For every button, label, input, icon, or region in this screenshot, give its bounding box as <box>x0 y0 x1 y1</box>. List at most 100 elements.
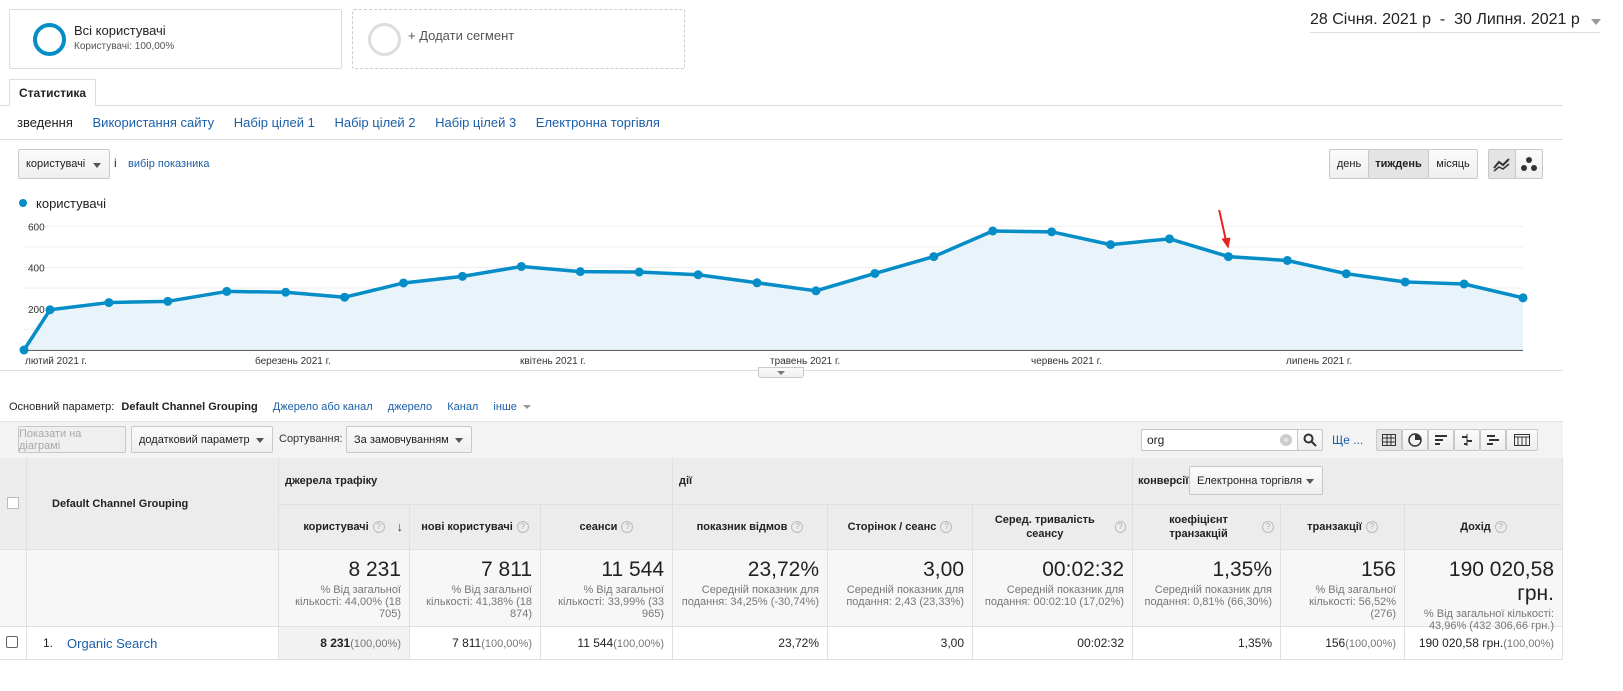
row-dimension-link[interactable]: Organic Search <box>67 636 158 651</box>
help-icon[interactable]: ? <box>1114 521 1126 533</box>
subtab-goal-set-3[interactable]: Набір цілей 3 <box>435 115 517 130</box>
sort-select[interactable]: За замовчуванням <box>346 426 472 453</box>
tab-statistics[interactable]: Статистика <box>9 79 97 106</box>
date-range-picker[interactable]: 28 Січня. 2021 р - 30 Липня. 2021 р <box>1310 9 1601 33</box>
data-point[interactable] <box>163 296 173 306</box>
granularity-day[interactable]: день <box>1329 149 1369 179</box>
col-header-revenue[interactable]: Дохід? <box>1405 505 1563 550</box>
subtab-goal-set-1[interactable]: Набір цілей 1 <box>233 115 315 130</box>
segment-color-circle <box>33 23 66 56</box>
help-icon[interactable]: ? <box>372 521 385 533</box>
subtab-goal-set-2[interactable]: Набір цілей 2 <box>334 115 416 130</box>
subtab-summary[interactable]: зведення <box>17 115 73 130</box>
data-point[interactable] <box>634 267 644 277</box>
data-point[interactable] <box>1518 293 1528 303</box>
help-icon[interactable]: ? <box>940 521 953 533</box>
help-icon[interactable]: ? <box>1262 521 1274 533</box>
metric-select[interactable]: користувачі <box>18 149 110 179</box>
conversion-type-select[interactable]: Електронна торгівля <box>1189 466 1323 495</box>
help-icon[interactable]: ? <box>621 521 634 533</box>
data-point[interactable] <box>870 268 880 278</box>
dim-option-medium[interactable]: Канал <box>447 401 479 413</box>
clear-search-icon[interactable]: × <box>1280 434 1292 446</box>
view-performance[interactable] <box>1428 429 1454 451</box>
view-pivot[interactable] <box>1506 429 1538 451</box>
data-point[interactable] <box>281 287 291 297</box>
total-value: 8 231 <box>348 558 401 581</box>
data-point[interactable] <box>1223 252 1233 262</box>
col-header-bounce-rate[interactable]: показник відмов? <box>673 505 828 550</box>
row-sessions: 11 544(100,00%) <box>541 627 673 660</box>
secondary-dimension-select[interactable]: додатковий параметр <box>131 426 273 453</box>
motion-chart-view-button[interactable] <box>1515 149 1543 179</box>
subtab-site-usage[interactable]: Використання сайту <box>92 115 215 130</box>
view-percentage[interactable] <box>1402 429 1428 451</box>
total-sub: Середній показник для подання: 0,81% (66… <box>1144 584 1272 608</box>
data-point[interactable] <box>1459 279 1469 289</box>
col-header-new-users[interactable]: нові користувачі? <box>410 505 541 550</box>
primary-dimension-bar: Основний параметр: Default Channel Group… <box>9 401 531 413</box>
col-header-pages-per-session[interactable]: Сторінок / сеанс? <box>828 505 973 550</box>
total-sub: % Від загальної кількості: 41,38% (18 87… <box>426 584 532 620</box>
col-header-users[interactable]: користувачі? ↓ <box>279 505 410 550</box>
data-point[interactable] <box>1106 240 1116 250</box>
data-point[interactable] <box>1341 269 1351 279</box>
help-icon[interactable]: ? <box>1494 521 1507 533</box>
plot-rows-button[interactable]: Показати на діаграмі <box>18 426 126 453</box>
chevron-down-icon <box>522 405 531 410</box>
data-point[interactable] <box>811 286 821 296</box>
chart-collapse-toggle[interactable] <box>758 367 804 378</box>
data-point[interactable] <box>104 298 114 308</box>
metric-pick-link[interactable]: вибір показника <box>128 158 210 170</box>
add-segment-button[interactable]: + Додати сегмент <box>352 9 685 69</box>
total-sessions: 11 544 % Від загальної кількості: 33,99% … <box>541 550 673 627</box>
data-point[interactable] <box>340 292 350 302</box>
help-icon[interactable]: ? <box>1365 521 1378 533</box>
segment-all-users[interactable]: Всі користувачі Користувачі: 100,00% <box>9 9 342 69</box>
dimension-header[interactable]: Default Channel Grouping <box>52 498 189 510</box>
col-header-avg-session-duration[interactable]: Серед. тривалість сеансу? <box>973 505 1133 550</box>
data-point[interactable] <box>457 271 467 281</box>
granularity-week[interactable]: тиждень <box>1368 149 1429 179</box>
col-header-sessions[interactable]: сеанси? <box>541 505 673 550</box>
data-point[interactable] <box>752 278 762 288</box>
col-header-label: Дохід <box>1460 521 1491 533</box>
dim-option-other[interactable]: інше <box>493 401 517 413</box>
data-point[interactable] <box>1164 234 1174 244</box>
subtab-ecommerce[interactable]: Електронна торгівля <box>535 115 660 130</box>
help-icon[interactable]: ? <box>791 521 804 533</box>
data-point[interactable] <box>1282 255 1292 265</box>
view-data-table[interactable] <box>1376 429 1402 451</box>
x-month-label: березень 2021 г. <box>255 355 331 367</box>
chevron-down-icon <box>1306 479 1314 484</box>
view-term-cloud[interactable] <box>1480 429 1506 451</box>
help-icon[interactable]: ? <box>516 521 529 533</box>
data-point[interactable] <box>1047 227 1057 237</box>
granularity-month[interactable]: місяць <box>1428 149 1478 179</box>
data-point[interactable] <box>399 278 409 288</box>
select-all-checkbox[interactable] <box>7 497 19 509</box>
data-point[interactable] <box>693 270 703 280</box>
data-point[interactable] <box>929 252 939 262</box>
line-chart-view-button[interactable] <box>1488 149 1516 179</box>
group-behavior-label: дії <box>679 475 693 487</box>
data-point[interactable] <box>19 345 29 355</box>
dim-option-source-medium[interactable]: Джерело або канал <box>272 401 373 413</box>
data-point[interactable] <box>575 267 585 277</box>
data-point[interactable] <box>988 226 998 236</box>
data-point[interactable] <box>222 286 232 296</box>
col-header-transactions[interactable]: транзакції? <box>1281 505 1405 550</box>
x-month-label: квітень 2021 г. <box>520 356 586 367</box>
col-header-conversion-rate[interactable]: коефіцієнт транзакцій? <box>1133 505 1281 550</box>
chevron-down-icon <box>93 163 101 168</box>
data-point[interactable] <box>516 261 526 271</box>
row-checkbox[interactable] <box>6 636 18 648</box>
view-comparison[interactable] <box>1454 429 1480 451</box>
advanced-filter-link[interactable]: Ще ... <box>1332 433 1364 447</box>
search-button[interactable] <box>1297 429 1323 451</box>
table-search-input[interactable]: org × <box>1141 429 1298 451</box>
data-point[interactable] <box>1400 277 1410 287</box>
sort-label: Сортування: <box>279 433 343 445</box>
data-point[interactable] <box>45 305 55 315</box>
dim-option-source[interactable]: джерело <box>387 401 433 413</box>
